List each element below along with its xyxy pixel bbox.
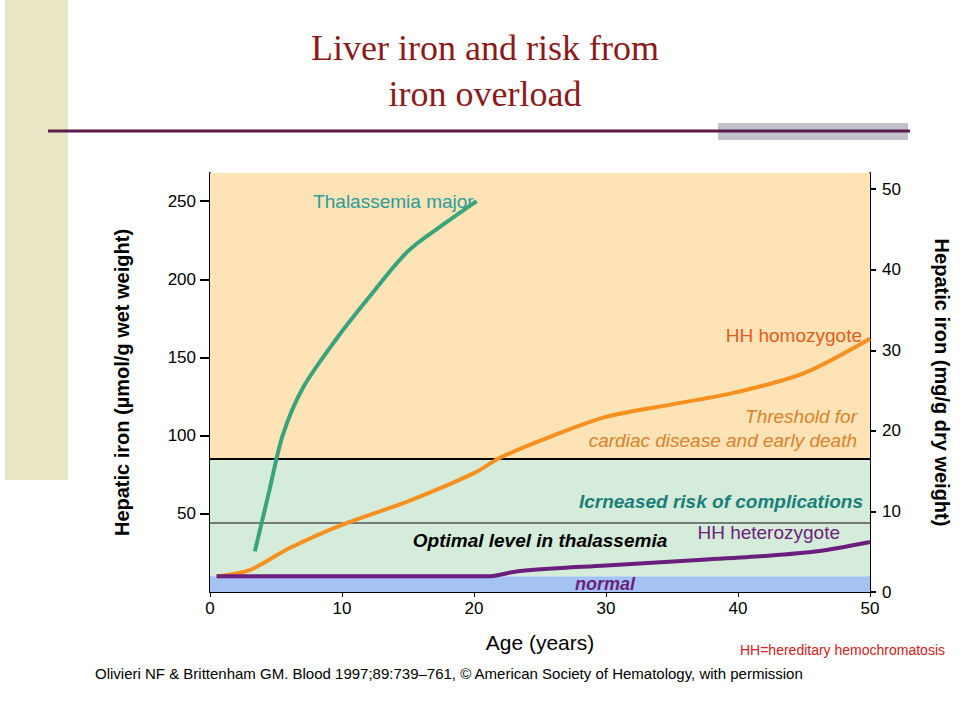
svg-text:Optimal level in thalassemia: Optimal level in thalassemia — [413, 530, 668, 551]
svg-text:HH=hereditary hemochromatosis: HH=hereditary hemochromatosis — [740, 642, 945, 658]
svg-text:50: 50 — [861, 599, 880, 618]
svg-text:10: 10 — [333, 599, 352, 618]
svg-text:cardiac disease and early deat: cardiac disease and early death — [589, 430, 857, 451]
svg-text:200: 200 — [168, 270, 196, 289]
svg-text:HH homozygote: HH homozygote — [726, 325, 862, 346]
svg-text:Icrneased risk of complication: Icrneased risk of complications — [579, 491, 863, 512]
svg-text:40: 40 — [729, 599, 748, 618]
svg-text:100: 100 — [168, 426, 196, 445]
svg-text:iron overload: iron overload — [389, 74, 582, 114]
svg-text:HH heterozygote: HH heterozygote — [697, 522, 840, 543]
svg-text:20: 20 — [882, 421, 901, 440]
svg-text:Liver iron and risk from: Liver iron and risk from — [311, 28, 659, 68]
svg-text:30: 30 — [597, 599, 616, 618]
svg-text:Age (years): Age (years) — [486, 631, 595, 654]
svg-text:0: 0 — [205, 599, 214, 618]
svg-text:30: 30 — [882, 341, 901, 360]
svg-text:10: 10 — [882, 502, 901, 521]
svg-text:50: 50 — [882, 180, 901, 199]
svg-text:normal: normal — [575, 574, 636, 594]
svg-text:Hepatic iron (mg/g dry weight): Hepatic iron (mg/g dry weight) — [931, 239, 953, 527]
svg-text:Thalassemia major: Thalassemia major — [313, 191, 474, 212]
svg-text:Threshold for: Threshold for — [745, 406, 858, 427]
svg-text:250: 250 — [168, 192, 196, 211]
svg-text:20: 20 — [465, 599, 484, 618]
svg-text:Olivieri NF & Brittenham GM. B: Olivieri NF & Brittenham GM. Blood 1997;… — [95, 665, 803, 682]
svg-text:150: 150 — [168, 348, 196, 367]
svg-text:50: 50 — [177, 504, 196, 523]
svg-text:40: 40 — [882, 260, 901, 279]
svg-text:Hepatic iron (µmol/g wet weigh: Hepatic iron (µmol/g wet weight) — [111, 229, 133, 536]
svg-text:0: 0 — [882, 583, 891, 602]
